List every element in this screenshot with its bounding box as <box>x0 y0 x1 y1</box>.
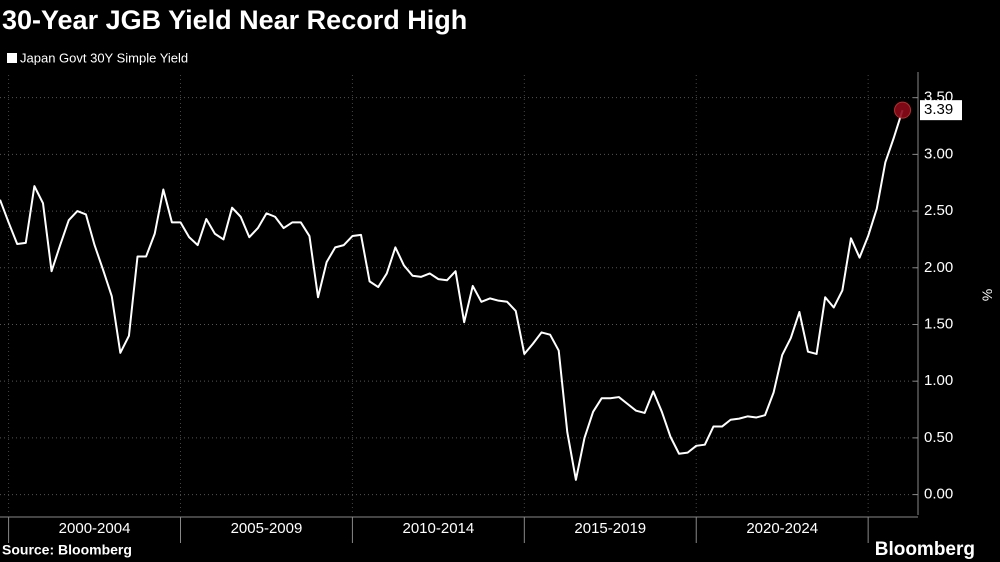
y-tick-label: 1.50 <box>924 315 953 332</box>
last-value-label: 3.39 <box>924 101 953 118</box>
y-tick-label: 2.50 <box>924 202 953 219</box>
y-tick-label: 2.00 <box>924 259 953 276</box>
x-tick-label: 2020-2024 <box>746 520 818 537</box>
y-axis-label: % <box>979 289 995 301</box>
legend-swatch <box>7 53 17 63</box>
y-tick-label: 3.00 <box>924 145 953 162</box>
brand: Bloomberg <box>875 539 975 560</box>
last-point-marker <box>894 101 912 119</box>
y-tick-label: 0.00 <box>924 486 953 503</box>
line-series <box>0 109 904 481</box>
x-tick-label: 2005-2009 <box>231 520 303 537</box>
last-value-box <box>920 100 962 121</box>
x-tick-label: 2010-2014 <box>403 520 475 537</box>
y-tick-label: 0.50 <box>924 429 953 446</box>
y-tick-label: 1.00 <box>924 372 953 389</box>
legend-label: Japan Govt 30Y Simple Yield <box>20 50 188 65</box>
x-tick-label: 2015-2019 <box>574 520 646 537</box>
source: Source: Bloomberg <box>2 542 132 558</box>
x-tick-label: 2000-2004 <box>59 520 131 537</box>
chart-title: 30-Year JGB Yield Near Record High <box>2 5 467 35</box>
